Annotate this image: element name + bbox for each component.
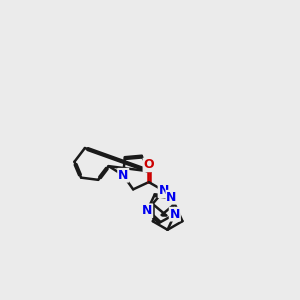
- Text: N: N: [169, 208, 180, 221]
- Text: N: N: [166, 191, 177, 204]
- Text: N: N: [118, 169, 128, 182]
- Text: N: N: [142, 204, 152, 217]
- Text: O: O: [143, 158, 154, 171]
- Text: N: N: [158, 184, 169, 197]
